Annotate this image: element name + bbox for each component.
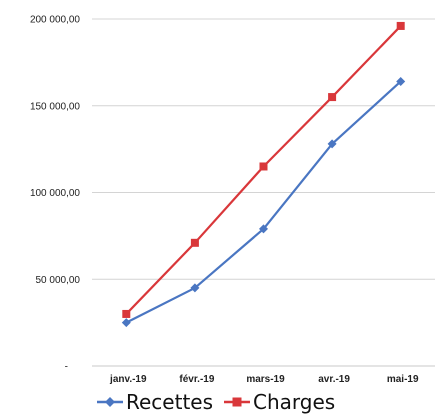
y-tick-label: -	[65, 362, 68, 373]
y-tick-label: 150 000,00	[30, 101, 80, 112]
data-point-charges	[396, 21, 405, 30]
x-tick-label: avr.-19	[318, 374, 350, 385]
x-axis-tick-labels: janv.-19 févr.-19 mars-19 avr.-19 mai-19	[109, 374, 419, 385]
data-point-charges	[259, 162, 268, 171]
data-point-recettes	[190, 283, 200, 293]
x-tick-label: mai-19	[387, 374, 419, 385]
legend-marker-recettes	[105, 397, 115, 407]
x-tick-label: janv.-19	[109, 374, 147, 385]
legend-label-charges: Charges	[253, 390, 335, 414]
grid-layer	[92, 18, 435, 367]
legend: Recettes Charges	[97, 390, 335, 414]
y-axis-tick-labels: - 50 000,00 100 000,00 150 000,00 200 000,00	[30, 15, 80, 373]
legend-marker-charges	[232, 397, 242, 407]
data-point-recettes	[327, 139, 337, 149]
x-tick-label: mars-19	[246, 374, 285, 385]
data-point-recettes	[121, 318, 131, 328]
data-point-charges	[122, 309, 131, 318]
data-point-recettes	[259, 224, 268, 234]
data-point-charges	[328, 93, 337, 102]
x-tick-label: févr.-19	[179, 374, 214, 385]
data-point-recettes	[396, 76, 406, 86]
y-tick-label: 100 000,00	[30, 188, 80, 199]
series-line-recettes	[125, 80, 402, 324]
series-layer	[121, 21, 406, 328]
data-point-charges	[190, 238, 199, 247]
y-tick-label: 50 000,00	[36, 275, 81, 286]
y-tick-label: 200 000,00	[30, 15, 80, 26]
legend-label-recettes: Recettes	[126, 390, 213, 414]
